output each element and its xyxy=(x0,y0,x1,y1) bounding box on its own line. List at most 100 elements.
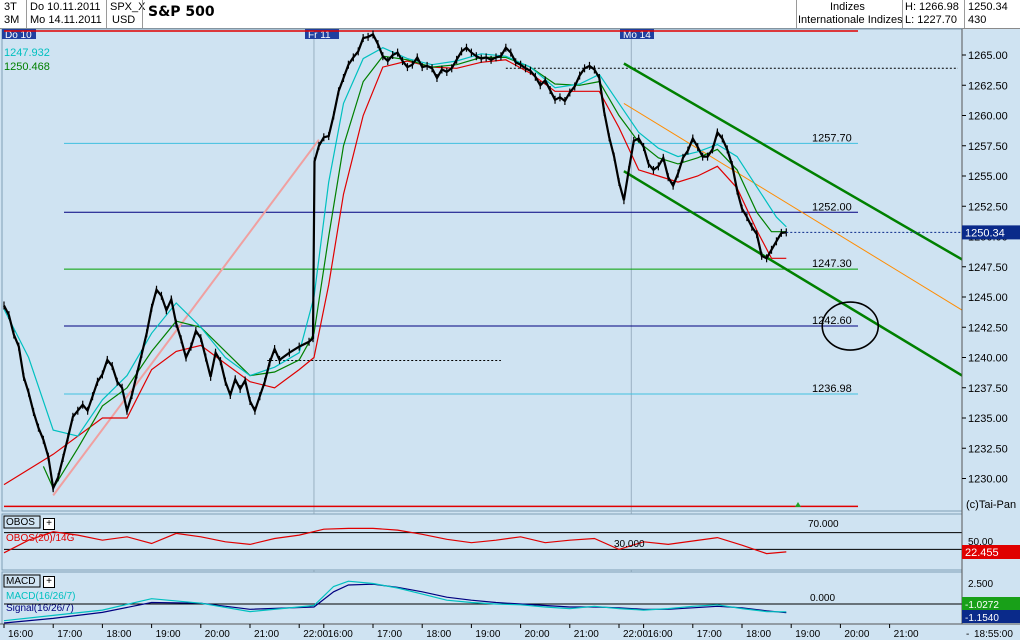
y-tick-label: 1230.00 xyxy=(968,474,1008,486)
x-tick-label: 20:00 xyxy=(525,629,550,640)
obos-value-label: 22.455 xyxy=(965,547,999,559)
signal-line xyxy=(3,583,787,624)
chart-title: S&P 500 xyxy=(148,4,215,20)
day-marker-tag xyxy=(305,29,339,39)
fib-level-label: 1247.30 xyxy=(812,258,852,270)
day-marker-tag xyxy=(620,29,654,39)
obos-line xyxy=(3,527,787,555)
y-tick-label: 1265.00 xyxy=(968,50,1008,62)
obos-level-label: 70.000 xyxy=(808,519,839,530)
low-value: L: 1227.70 xyxy=(905,14,957,26)
day-marker-label: Mo 14 xyxy=(623,30,651,41)
currency: USD xyxy=(112,14,136,26)
macd-button-label: MACD xyxy=(6,576,35,587)
chart-header: 3T 3M Do 10.11.2011 Mo 14.11.2011 SPX_X … xyxy=(0,0,1020,29)
macd-line xyxy=(3,580,787,622)
macd-series-name: MACD(16/26/7) xyxy=(6,591,75,602)
y-tick-label: 1247.50 xyxy=(968,262,1008,274)
obos-button-label: OBOS xyxy=(6,517,35,528)
x-tick-label: 16:00 xyxy=(648,629,673,640)
legend-value: 1247.932 xyxy=(4,47,50,59)
day-marker-tag xyxy=(2,29,36,39)
fib-level-label: 1252.00 xyxy=(812,201,852,213)
range-3m[interactable]: 3M xyxy=(4,14,20,26)
last-price-tag xyxy=(962,225,1020,240)
day-marker-label: Fr 11 xyxy=(308,30,331,41)
channel-mid-line xyxy=(623,102,969,315)
x-tick-label: 18:00 xyxy=(746,629,771,640)
x-tick-label: 16:00 xyxy=(328,629,353,640)
macd-value-label: -1.0272 xyxy=(965,600,999,611)
day-marker-label: Do 10 xyxy=(5,30,32,41)
obos-value-tag xyxy=(962,545,1020,559)
date-to: Mo 14.11.2011 xyxy=(30,14,102,26)
bottom-axis-bg xyxy=(0,624,1020,640)
ma-fast-line xyxy=(3,47,787,437)
price-line xyxy=(3,32,787,493)
x-tick-label: 21:00 xyxy=(894,629,919,640)
macd-zero-label: 0.000 xyxy=(810,593,835,604)
macd-panel-frame xyxy=(1,571,963,625)
obos-button-frame xyxy=(3,515,41,529)
y-tick-label: 1262.50 xyxy=(968,80,1008,92)
x-tick-label: 21:00 xyxy=(574,629,599,640)
x-tick-label: 19:00 xyxy=(795,629,820,640)
macd-button-frame xyxy=(3,574,41,588)
axes: (c)Tai-Pan 1265.00 1262.50 1260.00 1257.50 12… xyxy=(0,29,1020,640)
date-from: Do 10.11.2011 xyxy=(30,1,101,13)
fib-level-label: 1236.98 xyxy=(812,383,852,395)
x-tick-label: 17:00 xyxy=(377,629,402,640)
target-circle xyxy=(821,301,880,351)
uptrend-line xyxy=(52,139,320,496)
y-tick-label: 1242.50 xyxy=(968,322,1008,334)
fib-level-label: 1257.70 xyxy=(812,132,852,144)
macd-value-tag xyxy=(962,597,1020,610)
fib-level-label: 1242.60 xyxy=(812,315,852,327)
right-axis-bg xyxy=(962,29,1020,625)
y-tick-label: 1240.00 xyxy=(968,353,1008,365)
high-value: H: 1266.98 xyxy=(905,1,959,13)
y-tick-label: 1235.00 xyxy=(968,413,1008,425)
x-tick-label: 18:00 xyxy=(106,629,131,640)
macd-series-name: Signal(16/26/7) xyxy=(6,603,74,614)
signal-value-label: -1.1540 xyxy=(965,613,999,624)
obos-level-label: 30.000 xyxy=(614,539,645,550)
signal-value-tag xyxy=(962,610,1020,623)
x-tick-label: 17:00 xyxy=(697,629,722,640)
x-tick-label: 17:00 xyxy=(57,629,82,640)
y-tick-label: 1232.50 xyxy=(968,443,1008,455)
category: Indizes xyxy=(830,1,865,13)
obos-add-button[interactable]: + xyxy=(43,518,55,530)
symbol-code: SPX_X xyxy=(110,1,146,13)
obos-series-name: OBOS(20)/14G xyxy=(6,533,75,544)
copyright-label: (c)Tai-Pan xyxy=(966,499,1016,511)
y-tick-label: 1252.50 xyxy=(968,201,1008,213)
x-tick-label: 16:00 xyxy=(8,629,33,640)
x-tick-label: 19:00 xyxy=(156,629,181,640)
y-tick-label: 1260.00 xyxy=(968,111,1008,123)
x-tick-label: 20:00 xyxy=(205,629,230,640)
obos-axis-label: 50.00 xyxy=(968,537,993,548)
macd-panel: MACD MACD(16/26/7)Signal(16/26/7) 0.000 xyxy=(1,571,963,625)
x-end-marker: - xyxy=(966,629,969,640)
last-price-tag-label: 1250.34 xyxy=(965,227,1005,239)
main-panel-frame xyxy=(1,28,963,512)
macd-axis-label: 2.500 xyxy=(968,579,993,590)
y-tick-label: 1245.00 xyxy=(968,292,1008,304)
range-3t[interactable]: 3T xyxy=(4,1,17,13)
main-plot: Do 10 Fr 11 Mo 14 1247.932 1250.468 1257.70 12… xyxy=(1,28,969,640)
macd-add-button[interactable]: + xyxy=(43,576,55,588)
last-price: 1250.34 xyxy=(968,1,1008,13)
channel-lower-line xyxy=(623,170,969,381)
y-tick-label: 1237.50 xyxy=(968,383,1008,395)
bottom-marker xyxy=(795,502,801,507)
y-tick-label: 1257.50 xyxy=(968,141,1008,153)
legend-value: 1250.468 xyxy=(4,61,50,73)
tick-count: 430 xyxy=(968,14,987,26)
time-label: 18:55:00 xyxy=(974,629,1013,640)
x-tick-label: 18:00 xyxy=(426,629,451,640)
x-tick-label: 22:00 xyxy=(623,629,648,640)
x-tick-label: 21:00 xyxy=(254,629,279,640)
obos-panel: OBOS OBOS(20)/14G 70.000 30.000 xyxy=(1,513,963,571)
